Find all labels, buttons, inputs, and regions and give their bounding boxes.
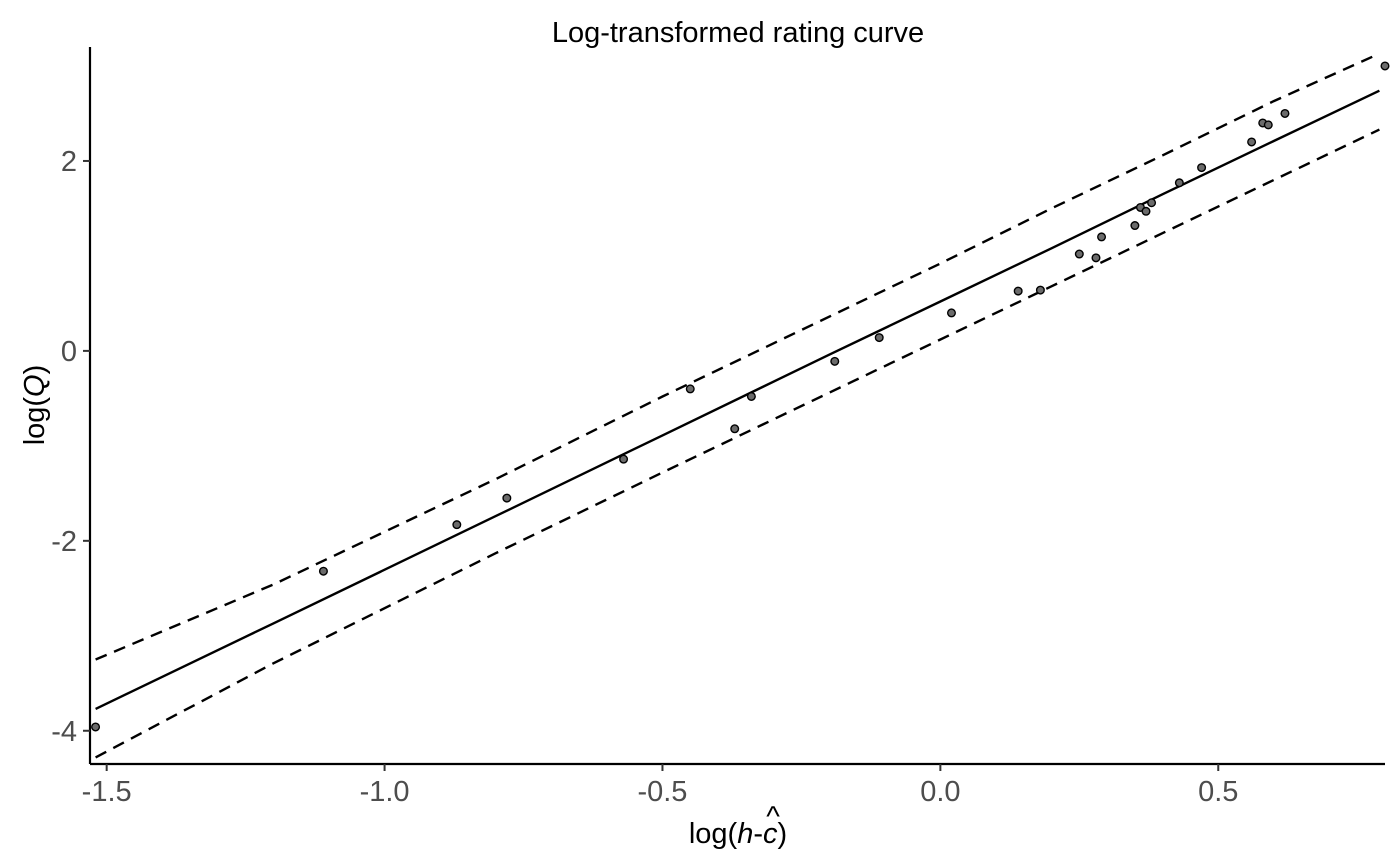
data-point xyxy=(452,520,462,530)
data-point xyxy=(619,454,629,464)
x-tick-label: 0.5 xyxy=(1198,776,1238,808)
x-axis-ticks: -1.5 -1.0 -0.5 0.0 0.5 xyxy=(82,764,1238,808)
x-axis-title-minus: - xyxy=(753,818,763,850)
data-point xyxy=(318,566,328,576)
x-axis-title-suffix: ) xyxy=(778,818,788,850)
data-point xyxy=(1380,61,1390,71)
y-axis-title-prefix: log( xyxy=(19,397,51,446)
data-point xyxy=(1130,221,1140,231)
data-point xyxy=(91,722,101,732)
x-axis-title-hat: ^ xyxy=(766,801,780,833)
chart-title: Log-transformed rating curve xyxy=(552,17,924,49)
y-axis-title-q: Q xyxy=(19,374,51,397)
data-point xyxy=(1247,137,1257,147)
data-point xyxy=(1035,285,1045,295)
upper-confidence-line xyxy=(95,52,1380,661)
data-point xyxy=(1074,249,1084,259)
lower-confidence-line xyxy=(95,128,1380,759)
data-point xyxy=(946,308,956,318)
data-point xyxy=(1147,198,1157,208)
data-point xyxy=(746,391,756,401)
data-point xyxy=(1197,163,1207,173)
data-point xyxy=(1141,206,1151,216)
data-point xyxy=(1091,253,1101,263)
plot-panel xyxy=(91,52,1390,759)
x-axis-title-prefix: log( xyxy=(689,818,738,850)
fitted-rating-line xyxy=(95,89,1380,710)
y-axis-title: log(Q) xyxy=(19,365,51,446)
data-point xyxy=(874,333,884,343)
x-tick-label: -1.5 xyxy=(82,776,132,808)
data-point xyxy=(1280,108,1290,118)
data-point xyxy=(1097,232,1107,242)
data-point xyxy=(1174,178,1184,188)
y-tick-label: -2 xyxy=(51,526,77,558)
y-axis-title-suffix: ) xyxy=(19,365,51,375)
x-axis-title: log(h-c) xyxy=(689,818,787,850)
x-axis-title-c: c xyxy=(763,818,778,850)
data-point xyxy=(685,384,695,394)
data-point xyxy=(1013,286,1023,296)
x-tick-label: -1.0 xyxy=(360,776,410,808)
x-axis-title-h: h xyxy=(737,818,753,850)
x-tick-label: -0.5 xyxy=(637,776,687,808)
y-tick-label: -4 xyxy=(51,716,77,748)
y-tick-label: 0 xyxy=(61,336,77,368)
x-tick-label: 0.0 xyxy=(920,776,960,808)
data-point xyxy=(1263,120,1273,130)
y-axis-ticks: -4 -2 0 2 xyxy=(51,146,90,748)
observation-points xyxy=(91,61,1390,732)
data-point xyxy=(502,493,512,503)
y-tick-label: 2 xyxy=(61,146,77,178)
data-point xyxy=(830,356,840,366)
data-point xyxy=(730,424,740,434)
